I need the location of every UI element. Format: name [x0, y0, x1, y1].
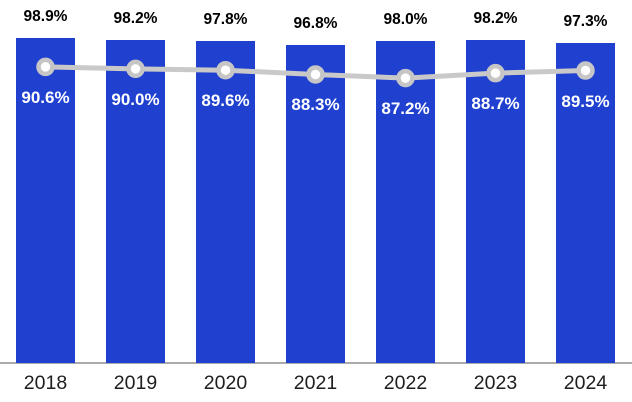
bar-value-label: 98.2%	[473, 9, 518, 27]
bar	[106, 39, 165, 363]
x-axis-tick-label: 2024	[563, 372, 608, 394]
x-axis-line	[0, 362, 632, 364]
x-axis-tick-label: 2019	[113, 372, 158, 394]
x-axis-tick-label: 2018	[23, 372, 68, 394]
bar-value-label: 98.2%	[113, 9, 158, 27]
bar-value-label: 98.9%	[23, 7, 68, 25]
line-value-label: 88.7%	[471, 94, 520, 114]
line-value-label: 89.6%	[201, 91, 250, 111]
line-value-label: 90.0%	[111, 89, 160, 109]
line-value-label: 89.5%	[561, 91, 610, 111]
line-value-label: 88.3%	[291, 95, 340, 115]
bar	[466, 39, 525, 363]
x-axis-tick-label: 2020	[203, 372, 248, 394]
bar	[376, 40, 435, 363]
x-axis-tick-label: 2022	[383, 372, 428, 394]
bar-value-label: 97.3%	[563, 12, 608, 30]
bar-value-label: 97.8%	[203, 11, 248, 29]
bar-value-label: 96.8%	[293, 14, 338, 32]
x-axis-tick-label: 2023	[473, 372, 518, 394]
line-value-label: 90.6%	[21, 87, 70, 107]
bar	[196, 41, 255, 363]
bar	[556, 42, 615, 363]
x-axis-tick-label: 2021	[293, 372, 338, 394]
bar	[286, 44, 345, 363]
bar-value-label: 98.0%	[383, 10, 428, 28]
line-value-label: 87.2%	[381, 99, 430, 119]
bar	[16, 37, 75, 363]
